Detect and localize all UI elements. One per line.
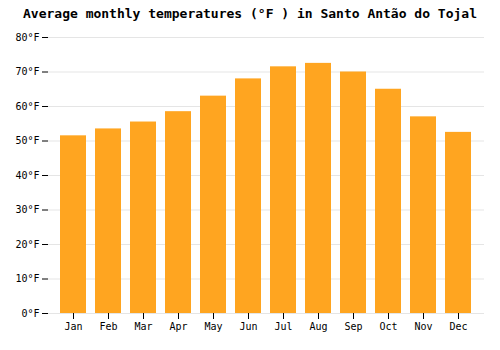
svg-text:60°F: 60°F <box>15 101 39 112</box>
svg-text:Sep: Sep <box>344 321 362 332</box>
svg-text:80°F: 80°F <box>15 32 39 43</box>
svg-text:Nov: Nov <box>414 321 432 332</box>
svg-text:Dec: Dec <box>449 321 467 332</box>
svg-text:Jan: Jan <box>64 321 82 332</box>
html-text:Average monthly temperatures (: Average monthly temperatures (°F ) in Sa… <box>23 6 477 21</box>
svg-text:70°F: 70°F <box>15 66 39 77</box>
svg-text:Feb: Feb <box>99 321 117 332</box>
svg-text:20°F: 20°F <box>15 239 39 250</box>
svg-text:Apr: Apr <box>169 321 187 332</box>
svg-text:40°F: 40°F <box>15 170 39 181</box>
svg-text:Aug: Aug <box>309 321 327 332</box>
svg-text:Jul: Jul <box>274 321 292 332</box>
svg-text:30°F: 30°F <box>15 204 39 215</box>
svg-text:Mar: Mar <box>134 321 152 332</box>
svg-text:10°F: 10°F <box>15 273 39 284</box>
svg-text:0°F: 0°F <box>21 308 39 319</box>
svg-text:May: May <box>204 321 222 332</box>
svg-text:Jun: Jun <box>239 321 257 332</box>
svg-text:Oct: Oct <box>379 321 397 332</box>
svg-text:50°F: 50°F <box>15 135 39 146</box>
